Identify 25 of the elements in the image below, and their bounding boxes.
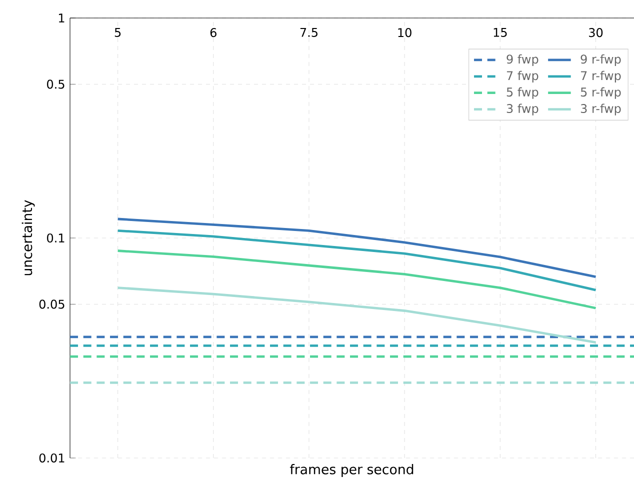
y-tick-label: 1 <box>58 14 64 22</box>
legend-label: 3 r-fwp <box>580 104 621 116</box>
x-tick-label: 6 <box>210 28 216 38</box>
line-series <box>116 218 597 278</box>
x-tick-label: 5 <box>114 28 121 37</box>
x-tick-label: 15 <box>494 28 507 37</box>
legend-label: 9 fwp <box>506 54 538 66</box>
y-tick-label: 0.01 <box>39 453 64 463</box>
x-tick-label: 7.5 <box>300 28 318 37</box>
x-tick-label: 10 <box>398 28 412 38</box>
y-tick-label: 0.5 <box>47 80 64 89</box>
x-axis-title: frames per second <box>290 464 414 477</box>
legend-label: 5 fwp <box>506 87 538 99</box>
y-tick-label: 0.1 <box>47 233 64 243</box>
legend-label: 5 r-fwp <box>580 87 621 99</box>
line-series <box>116 229 597 292</box>
legend-label: 7 r-fwp <box>581 70 621 82</box>
x-tick-label: 30 <box>589 28 603 38</box>
y-tick-label: 0.05 <box>39 300 64 309</box>
legend-label: 9 r-fwp <box>580 54 621 66</box>
legend-label: 7 fwp <box>506 70 538 82</box>
line-series <box>116 286 597 344</box>
line-series <box>116 250 597 310</box>
y-axis-title: uncertainty <box>22 200 35 276</box>
legend-label: 3 fwp <box>506 104 538 116</box>
